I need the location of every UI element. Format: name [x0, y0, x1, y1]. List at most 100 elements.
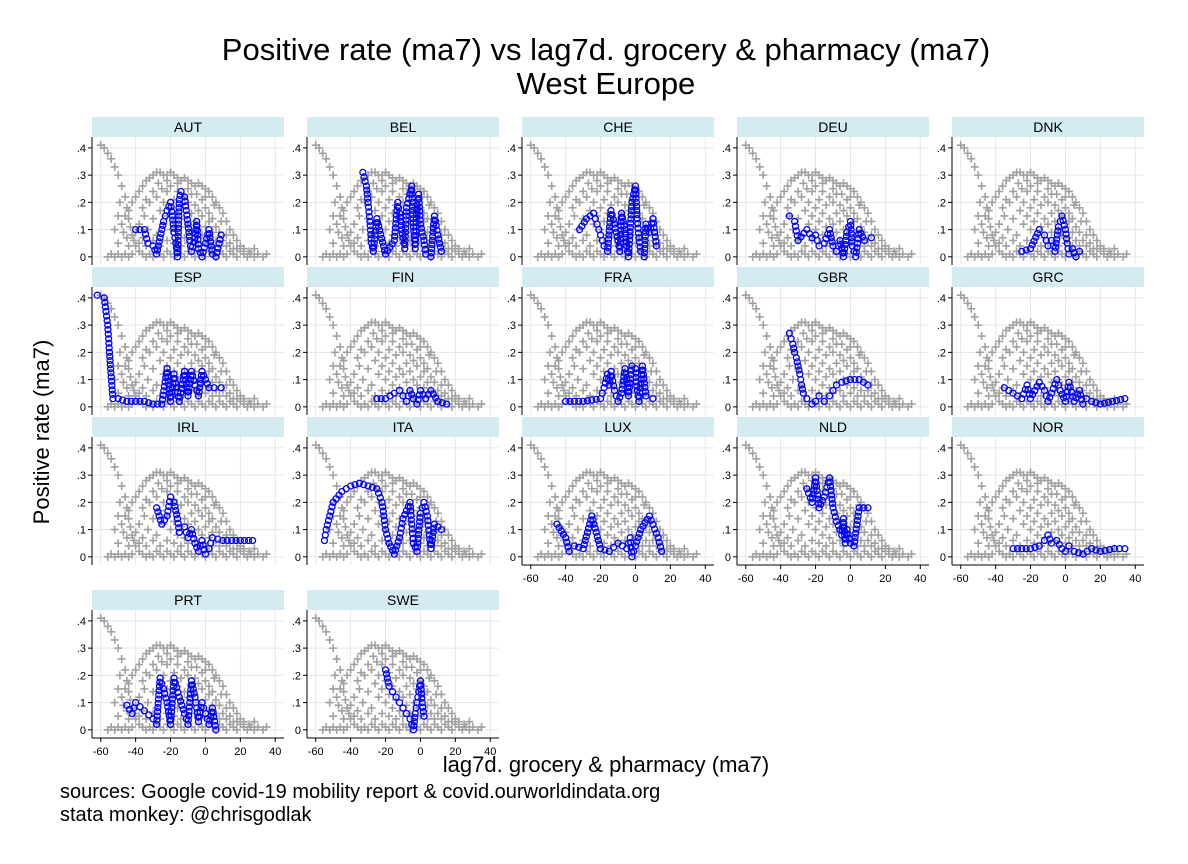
- data-point: [373, 215, 381, 223]
- background-point: [1002, 345, 1011, 354]
- data-point: [791, 222, 800, 230]
- panel-strip: [737, 117, 929, 137]
- background-point: [1110, 244, 1119, 253]
- background-point: [835, 201, 844, 210]
- background-point: [332, 693, 341, 702]
- data-point: [392, 693, 400, 701]
- background-point: [156, 541, 165, 550]
- background-point: [124, 241, 133, 250]
- data-point: [625, 244, 633, 253]
- background-point: [669, 544, 678, 553]
- background-point: [395, 725, 404, 734]
- background-point: [783, 383, 792, 392]
- background-point: [596, 503, 605, 512]
- panel-label: PRT: [174, 592, 202, 608]
- background-point: [766, 492, 775, 501]
- background-point: [877, 394, 886, 403]
- background-point: [149, 487, 158, 496]
- background-point: [149, 660, 158, 669]
- data-point: [633, 215, 641, 223]
- background-point: [1082, 252, 1091, 261]
- data-point: [605, 227, 613, 235]
- background-point: [110, 162, 119, 171]
- data-point: [105, 339, 113, 347]
- background-point: [804, 370, 813, 379]
- background-point: [402, 359, 411, 368]
- background-point: [353, 233, 362, 242]
- data-point: [844, 530, 852, 538]
- y-tick-label: .3: [77, 643, 86, 655]
- background-point: [692, 550, 701, 559]
- background-point: [855, 201, 864, 210]
- background-point: [419, 187, 428, 196]
- y-tick-label: .3: [507, 470, 516, 482]
- background-point: [755, 162, 764, 171]
- background-point: [367, 531, 376, 540]
- background-point: [640, 201, 649, 210]
- background-point: [468, 723, 477, 732]
- background-point: [648, 386, 657, 395]
- background-point: [315, 443, 324, 452]
- x-tick-label: 0: [417, 746, 423, 758]
- background-point: [862, 367, 871, 376]
- y-tick-label: .1: [722, 225, 731, 237]
- background-point: [330, 348, 339, 357]
- background-point: [1075, 503, 1084, 512]
- background-point: [173, 660, 182, 669]
- background-point: [344, 236, 353, 245]
- data-point: [173, 384, 181, 392]
- background-point: [1037, 351, 1046, 360]
- data-point: [369, 247, 377, 256]
- data-point: [1051, 380, 1059, 388]
- data-point: [402, 212, 410, 220]
- background-point: [573, 375, 582, 384]
- background-point: [1064, 509, 1073, 518]
- background-point: [325, 312, 334, 321]
- data-point: [323, 521, 332, 529]
- background-point: [211, 222, 220, 231]
- background-point: [537, 154, 546, 163]
- data-point: [639, 370, 648, 379]
- background-point: [622, 490, 631, 499]
- background-point: [554, 506, 563, 515]
- background-point: [332, 332, 341, 341]
- background-point: [117, 182, 126, 191]
- background-point: [780, 220, 789, 229]
- background-point: [1026, 482, 1035, 491]
- data-point: [1079, 400, 1087, 408]
- data-point: [591, 524, 599, 532]
- background-point: [547, 332, 556, 341]
- background-point: [245, 547, 254, 556]
- data-point: [174, 220, 183, 228]
- data-point: [416, 518, 424, 526]
- data-point: [855, 225, 863, 234]
- data-point: [634, 224, 642, 232]
- background-point: [787, 241, 796, 250]
- background-point: [603, 187, 612, 196]
- background-point: [201, 522, 210, 531]
- data-point: [641, 240, 649, 249]
- y-tick-label: .2: [292, 197, 301, 209]
- data-point: [374, 218, 382, 227]
- background-point: [863, 536, 872, 545]
- data-point: [107, 377, 116, 385]
- data-point: [1044, 242, 1052, 250]
- background-point: [846, 353, 855, 362]
- background-point: [780, 187, 789, 196]
- background-point: [825, 533, 834, 542]
- data-point: [632, 194, 640, 202]
- x-tick-label: -40: [343, 746, 359, 758]
- y-tick-label: .3: [722, 320, 731, 332]
- background-point: [364, 536, 373, 545]
- data-point: [193, 222, 201, 230]
- data-point: [1025, 390, 1034, 398]
- background-point: [1085, 225, 1094, 234]
- data-point: [200, 371, 208, 380]
- background-point: [589, 498, 598, 507]
- background-point: [218, 209, 227, 218]
- background-point: [565, 520, 574, 529]
- data-point: [626, 223, 635, 232]
- background-point: [173, 179, 182, 188]
- background-point: [989, 536, 998, 545]
- background-point: [114, 471, 123, 480]
